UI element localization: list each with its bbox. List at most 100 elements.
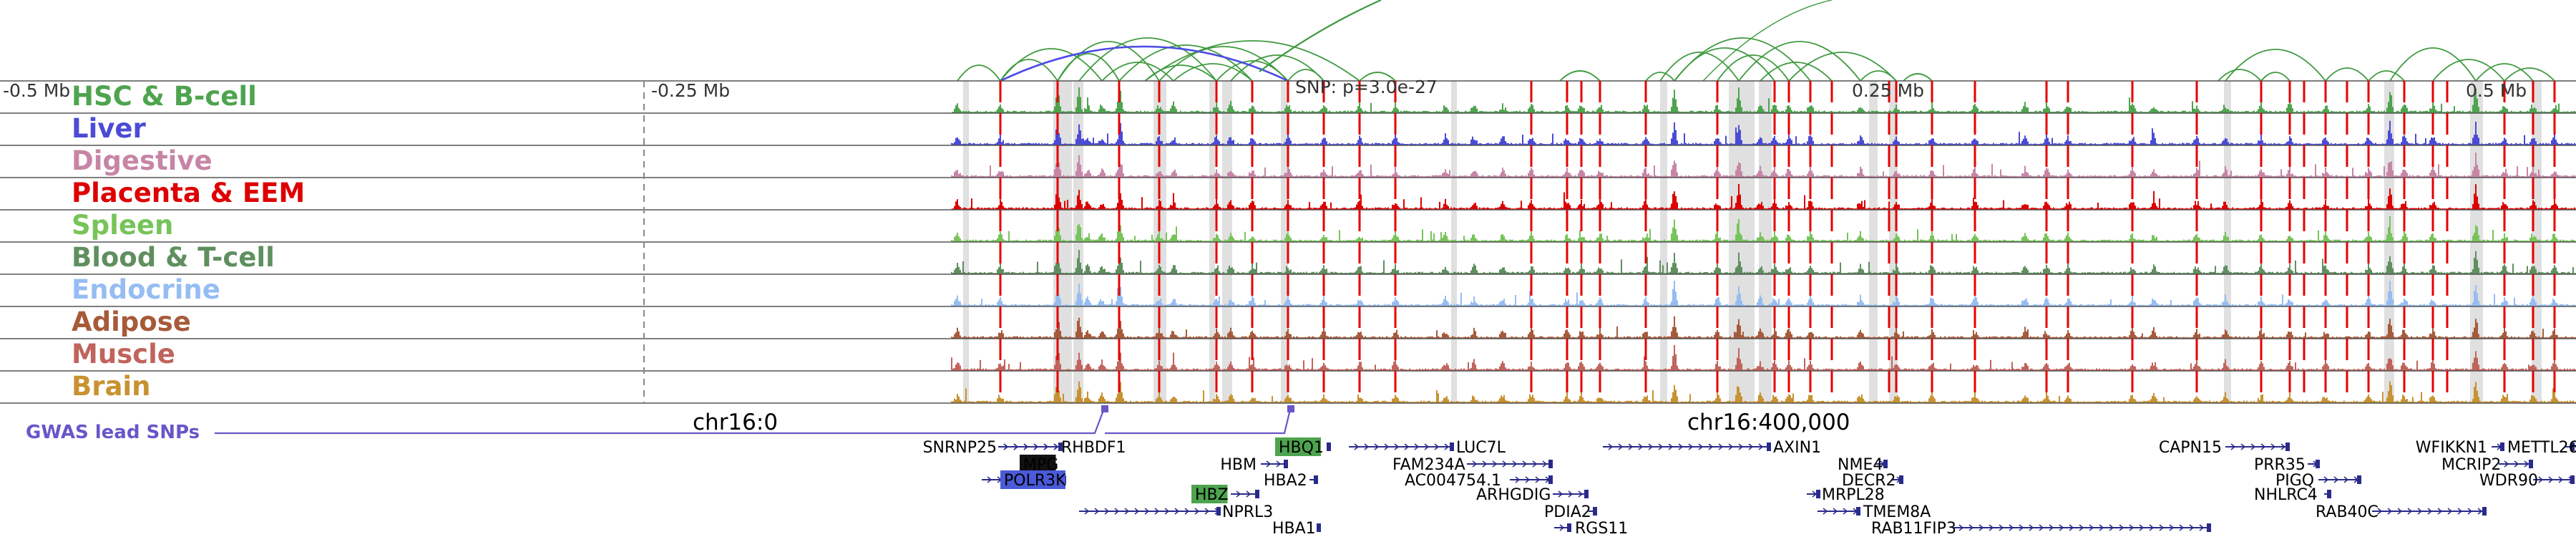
gene-exon [1856, 507, 1860, 516]
gene-label: TMEM8A [1863, 503, 1931, 521]
gene-strand-arrow [1515, 476, 1521, 483]
gene-strand-arrow [1578, 490, 1584, 498]
gene-strand-arrow [2323, 476, 2329, 483]
gene-strand-arrow [2059, 524, 2064, 531]
gene-strand-arrow [1174, 508, 1180, 515]
gene-strand-arrow [1738, 443, 1744, 450]
gene-exon [1548, 475, 1553, 484]
gene-strand-arrow [1094, 508, 1100, 515]
gene-exon [1450, 442, 1454, 451]
gene-strand-arrow [1414, 443, 1420, 450]
gene-strand-arrow [2139, 524, 2145, 531]
gene-strand-arrow [1124, 508, 1130, 515]
gene-label: MRPL28 [1822, 486, 1885, 504]
gene-highlight-box [1020, 455, 1056, 473]
gene-label: PIGQ [2275, 472, 2314, 490]
gene-strand-arrow [1204, 508, 1210, 515]
gene-strand-arrow [1236, 490, 1241, 498]
gene-strand-arrow [2179, 524, 2185, 531]
gene-strand-arrow [2387, 508, 2393, 515]
gene-strand-arrow [2343, 476, 2349, 483]
chromatin-loop [1760, 62, 1833, 82]
gene-label: LUC7L [1456, 439, 1506, 457]
track-signal [954, 184, 2575, 209]
track-label: Endocrine [72, 274, 220, 305]
gene-exon [1317, 523, 1321, 532]
gene-strand-arrow [1154, 508, 1160, 515]
gene-label: METTL26 [2507, 439, 2576, 457]
gene-label: HBA2 [1264, 472, 1307, 490]
chromatin-loop [1659, 52, 1740, 82]
gene-label: DECR2 [1842, 472, 1896, 490]
gwas-leader-line [215, 406, 1292, 435]
chromatin-loop [1259, 0, 1382, 72]
chromatin-loop [1287, 69, 1324, 82]
gene-strand-arrow [1532, 460, 1538, 468]
track-label: Placenta & EEM [72, 178, 305, 208]
gwas-snp-marker [1101, 405, 1108, 412]
gene-strand-arrow [1748, 443, 1754, 450]
gene-strand-arrow [1638, 443, 1644, 450]
gwas-lead-snps: GWAS lead SNPs [26, 405, 1294, 443]
gene-exon [2316, 460, 2320, 468]
chromatin-loop [1645, 72, 1675, 82]
gene-strand-arrow [1678, 443, 1684, 450]
gene-strand-arrow [1618, 443, 1624, 450]
chromatin-loop [1702, 0, 1833, 82]
gene-strand-arrow [2407, 508, 2413, 515]
gwas-label: GWAS lead SNPs [26, 422, 200, 443]
gene-strand-arrow [1843, 508, 1848, 515]
axis-tick-label: 0.25 Mb [1852, 80, 1924, 101]
gene-label: RGS11 [1575, 520, 1628, 537]
gene-label: HBA1 [1272, 520, 1316, 537]
gene-strand-arrow [2230, 443, 2236, 450]
signal-tracks [0, 80, 2576, 404]
track-label: Brain [72, 371, 150, 402]
gene-strand-arrow [1364, 443, 1370, 450]
gene-label: HBM [1220, 456, 1257, 474]
gene-exon [1284, 460, 1288, 468]
gene-strand-arrow [1718, 443, 1724, 450]
gene-exon [1548, 460, 1553, 468]
track-label: Digestive [72, 145, 213, 176]
gene-strand-arrow [2447, 508, 2453, 515]
gene-strand-arrow [2477, 508, 2483, 515]
gene-strand-arrow [1708, 443, 1714, 450]
track-label: Liver [72, 113, 146, 144]
gene-strand-arrow [2260, 443, 2266, 450]
gene-strand-arrow [1472, 460, 1478, 468]
gene-strand-arrow [1246, 490, 1252, 498]
track-signal [951, 379, 2574, 402]
gene-strand-arrow [1492, 460, 1498, 468]
gene-highlight-box [1191, 485, 1228, 503]
gene-label: PDIA2 [1544, 503, 1591, 521]
gene-exon [1593, 507, 1597, 516]
chromatin-loop [1717, 54, 1790, 82]
gene-strand-arrow [1384, 443, 1390, 450]
gene-strand-arrow [1958, 524, 1964, 531]
gene-strand-arrow [2199, 524, 2205, 531]
track-label: Blood & T-cell [72, 242, 275, 273]
track-signal [954, 87, 2575, 112]
chromatin-loop [2218, 69, 2262, 82]
gene-strand-arrow [1013, 443, 1019, 450]
gene-strand-arrow [1833, 508, 1838, 515]
gene-label: NME4 [1838, 456, 1883, 474]
gene-strand-arrow [1003, 443, 1009, 450]
chromatin-loop [1559, 70, 1601, 82]
track-signal [951, 120, 2575, 145]
chromatin-loop [1101, 62, 1174, 82]
track-label: Muscle [72, 339, 175, 369]
gene-strand-arrow [1043, 443, 1049, 450]
chromatin-loop [1230, 54, 1324, 82]
gene-strand-arrow [1823, 508, 1828, 515]
gene-exon [1816, 490, 1820, 498]
gene-strand-arrow [2538, 476, 2544, 483]
gene-strand-arrow [1535, 476, 1541, 483]
gene-strand-arrow [1989, 524, 1994, 531]
gene-strand-arrow [2079, 524, 2084, 531]
chromatin-loop [1158, 46, 1289, 82]
track-signal [951, 281, 2575, 306]
gene-exon [1255, 490, 1259, 498]
